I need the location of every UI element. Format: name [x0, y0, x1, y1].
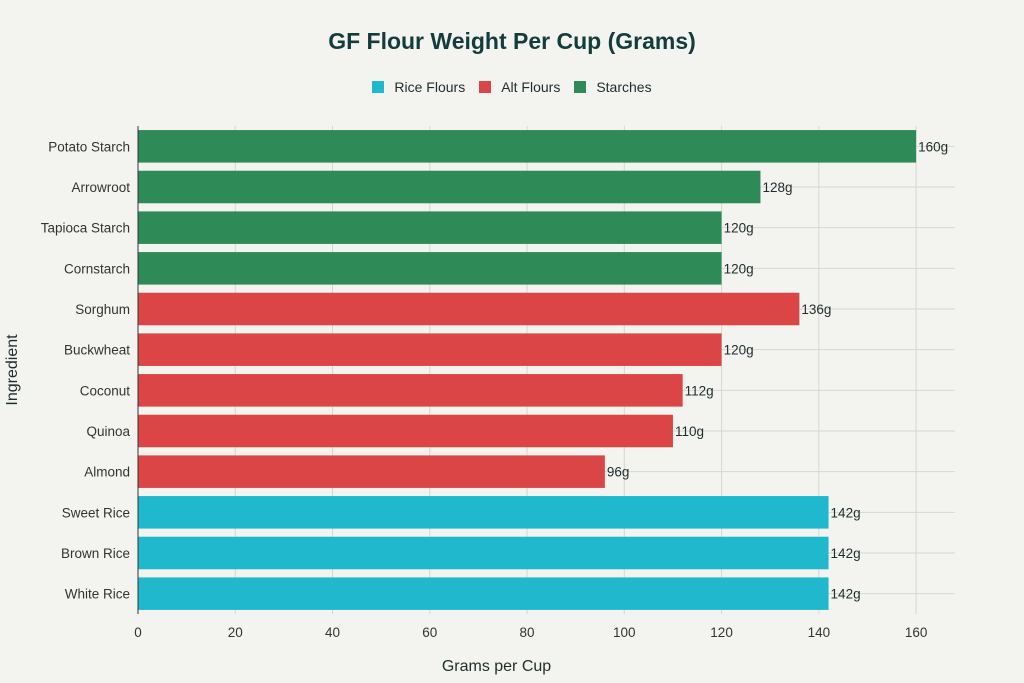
bar-sorghum[interactable] [138, 292, 800, 326]
y-tick-label: Coconut [80, 383, 131, 398]
data-label: 128g [762, 180, 792, 195]
data-label: 142g [831, 587, 861, 602]
y-axis-title: Ingredient [4, 334, 21, 406]
x-tick-label: 20 [228, 625, 243, 640]
x-axis-title: Grams per Cup [442, 658, 551, 675]
bar-potato-starch[interactable] [138, 130, 917, 163]
bar-tapioca-starch[interactable] [138, 211, 722, 244]
data-label: 120g [724, 221, 754, 236]
x-tick-label: 60 [422, 625, 437, 640]
y-tick-label: Sorghum [75, 302, 130, 317]
x-tick-label: 140 [808, 625, 831, 640]
data-label: 96g [607, 465, 630, 480]
bars-group [138, 130, 917, 610]
x-tick-label: 120 [710, 625, 733, 640]
bar-brown-rice[interactable] [138, 536, 829, 570]
bar-coconut[interactable] [138, 374, 683, 407]
y-tick-label: Potato Starch [48, 139, 130, 154]
chart-title: GF Flour Weight Per Cup (Grams) [328, 28, 696, 54]
legend-label-alt-flours: Alt Flours [501, 79, 561, 95]
bar-almond[interactable] [138, 455, 605, 488]
data-label: 120g [724, 343, 754, 358]
x-tick-label: 160 [905, 625, 928, 640]
y-tick-label: Buckwheat [64, 343, 130, 358]
y-tick-label: Sweet Rice [62, 505, 130, 520]
x-tick-labels: 0 20 40 60 80 100 120 140 160 [134, 625, 927, 640]
legend-label-starches: Starches [596, 79, 652, 95]
data-label: 112g [685, 383, 714, 398]
x-tick-label: 40 [325, 625, 340, 640]
chart-legend: Rice Flours Alt Flours Starches [0, 79, 1024, 95]
y-tick-label: Cornstarch [64, 261, 130, 276]
legend-swatch-alt-flours [479, 81, 492, 93]
data-label: 160g [918, 139, 948, 154]
bar-white-rice[interactable] [138, 577, 829, 610]
y-tick-label: Quinoa [86, 424, 130, 439]
bar-buckwheat[interactable] [138, 333, 722, 366]
legend-item-starches[interactable]: Starches [574, 79, 652, 95]
legend-swatch-rice-flours [372, 81, 385, 93]
bar-arrowroot[interactable] [138, 170, 761, 204]
bar-sweet-rice[interactable] [138, 496, 829, 529]
data-labels: 160g 128g 120g 120g 136g 120g 112g 110g 96g 142g 1… [607, 139, 948, 601]
x-tick-label: 0 [134, 625, 142, 640]
y-tick-label: Brown Rice [61, 546, 130, 561]
x-tick-label: 80 [520, 625, 535, 640]
data-label: 142g [831, 505, 861, 520]
bar-cornstarch[interactable] [138, 252, 722, 285]
legend-label-rice-flours: Rice Flours [394, 79, 466, 95]
data-label: 110g [675, 424, 704, 439]
legend-item-alt-flours[interactable]: Alt Flours [479, 79, 560, 95]
y-tick-label: Tapioca Starch [41, 221, 130, 236]
legend-item-rice-flours[interactable]: Rice Flours [372, 79, 465, 95]
bar-quinoa[interactable] [138, 414, 673, 448]
y-tick-label: White Rice [65, 587, 130, 602]
data-label: 142g [831, 546, 861, 561]
x-tick-label: 100 [613, 625, 636, 640]
y-tick-label: Almond [84, 465, 130, 480]
data-label: 120g [724, 261, 754, 276]
legend-swatch-starches [574, 81, 587, 93]
y-tick-label: Arrowroot [71, 180, 130, 195]
data-label: 136g [801, 302, 831, 317]
y-tick-labels: Potato Starch Arrowroot Tapioca Starch Corn… [41, 139, 131, 601]
